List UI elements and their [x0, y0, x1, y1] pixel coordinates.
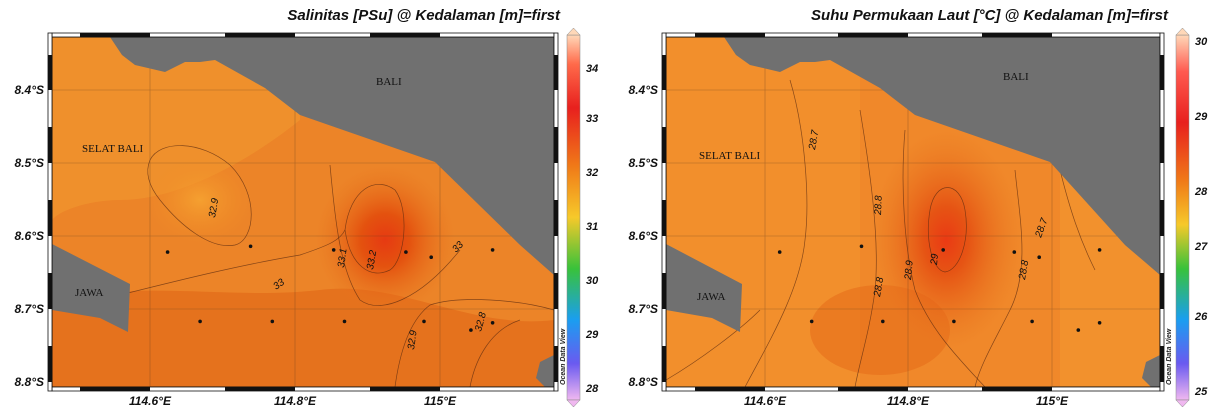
sst-map-area: BALI SELAT BALI JAWA 28.7 28.8 28.8 28.9…: [665, 37, 1160, 388]
y-tick: 8.8°S: [629, 375, 658, 389]
station-marker: [1012, 250, 1017, 254]
watermark: Ocean Data View: [1166, 328, 1173, 385]
y-tick: 8.8°S: [15, 375, 44, 389]
y-tick: 8.5°S: [15, 156, 44, 170]
station-marker: [198, 319, 202, 324]
y-tick: 8.4°S: [629, 83, 658, 97]
colorbar-tick: 32: [586, 167, 598, 179]
station-markers: [777, 244, 1102, 332]
contour-label: 28.7: [807, 129, 821, 151]
y-tick: 8.6°S: [629, 229, 658, 243]
islet-landmass: [536, 355, 554, 387]
bali-landmass: [724, 37, 1160, 275]
place-label-selat-bali: SELAT BALI: [699, 150, 761, 162]
salinity-map-area: BALI SELAT BALI JAWA 32.9 33 33.1 33.2 3…: [52, 37, 555, 388]
islet-landmass: [1142, 355, 1160, 387]
station-marker: [270, 319, 275, 324]
salinity-hot-spot: [315, 165, 455, 315]
y-tick: 8.6°S: [15, 229, 44, 243]
y-tick: 8.7°S: [15, 302, 44, 316]
station-marker: [941, 248, 945, 252]
jawa-landmass: [666, 244, 742, 332]
contour-label: 33.1: [336, 248, 350, 269]
station-marker: [469, 328, 473, 332]
x-tick: 114.6°E: [129, 394, 172, 408]
colorbar-tick: 25: [1194, 386, 1208, 398]
station-marker: [404, 250, 408, 254]
colorbar-tick: 30: [1195, 36, 1208, 48]
x-tick: 115°E: [1036, 394, 1069, 408]
x-tick: 115°E: [424, 394, 457, 408]
station-marker: [777, 250, 782, 254]
contour-label: 33.2: [365, 249, 379, 271]
station-marker: [809, 319, 814, 324]
place-label-selat-bali: SELAT BALI: [82, 143, 144, 155]
map-frame-ticks: [661, 32, 1165, 392]
y-tick: 8.4°S: [15, 83, 44, 97]
colorbar-tick: 33: [586, 113, 598, 125]
colorbar-tick: 27: [1194, 241, 1208, 253]
contour-label: 28.9: [903, 259, 916, 281]
colorbar-tick: 26: [1194, 311, 1208, 323]
station-marker: [490, 321, 495, 325]
bali-landmass: [110, 37, 554, 275]
contour-label: 28.8: [1017, 259, 1031, 281]
contour-label: 28.8: [873, 195, 885, 216]
contour-label: 28.8: [872, 276, 886, 298]
place-label-jawa: JAWA: [697, 291, 726, 303]
station-marker: [1076, 328, 1081, 332]
contour-label: 32.9: [207, 197, 221, 219]
x-tick: 114.6°E: [744, 394, 787, 408]
map-frame-ticks: [47, 32, 559, 392]
station-marker: [248, 244, 253, 249]
station-marker: [331, 248, 336, 252]
sst-map-panel: Suhu Permukaan Laut [°C] @ Kedalaman [m]…: [629, 7, 1209, 408]
station-marker: [881, 319, 885, 324]
station-marker: [342, 319, 347, 324]
contour-label: 29: [929, 253, 941, 266]
salinity-map-panel: Salinitas [PSu] @ Kedalaman [m]=first: [15, 7, 600, 408]
salinity-colorbar: 34 33 32 31 30 29 28: [566, 27, 599, 408]
colorbar-tick: 31: [586, 221, 598, 233]
colorbar-tick: 29: [1194, 111, 1208, 123]
station-marker: [1030, 319, 1034, 324]
place-label-bali: BALI: [1003, 71, 1029, 83]
colorbar-tick: 28: [1194, 186, 1208, 198]
salinity-map-title: Salinitas [PSu] @ Kedalaman [m]=first: [287, 7, 561, 24]
colorbar-tick: 29: [585, 329, 599, 341]
y-tick: 8.5°S: [629, 156, 658, 170]
low-salinity-patch: [145, 155, 255, 245]
station-marker: [422, 319, 426, 324]
sst-map-title: Suhu Permukaan Laut [°C] @ Kedalaman [m]…: [811, 7, 1169, 24]
station-marker: [490, 248, 495, 252]
y-tick: 8.7°S: [629, 302, 658, 316]
station-marker: [1097, 321, 1102, 325]
station-marker: [952, 319, 956, 324]
jawa-landmass: [52, 244, 130, 332]
place-label-jawa: JAWA: [75, 287, 104, 299]
station-marker: [429, 255, 434, 259]
colorbar-tick: 34: [586, 63, 598, 75]
station-marker: [1037, 255, 1041, 259]
sst-colorbar: 30 29 28 27 26 25: [1175, 27, 1208, 408]
x-tick: 114.8°E: [274, 394, 317, 408]
contour-label: 32.8: [473, 311, 489, 333]
station-marker: [859, 244, 864, 249]
contour-label: 32.9: [406, 329, 420, 350]
station-marker: [1097, 248, 1102, 252]
x-tick: 114.8°E: [887, 394, 930, 408]
colorbar-tick: 28: [585, 383, 599, 395]
station-marker: [165, 250, 170, 254]
place-label-bali: BALI: [376, 76, 402, 88]
watermark: Ocean Data View: [560, 328, 567, 385]
colorbar-tick: 30: [586, 275, 599, 287]
sst-hot-spot: [871, 130, 1021, 350]
station-markers: [165, 244, 495, 332]
